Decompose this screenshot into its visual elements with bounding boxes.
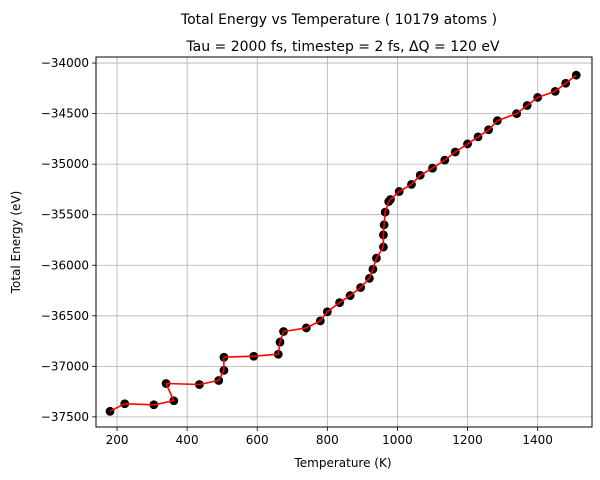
x-tick-label: 1200 [452,433,483,447]
y-tick-label: −37000 [41,359,89,373]
chart-title: Total Energy vs Temperature ( 10179 atom… [180,12,497,28]
series-line [109,74,577,413]
y-tick-label: −36500 [41,309,89,323]
y-tick-label: −35500 [41,208,89,222]
x-tick-label: 200 [106,433,129,447]
y-tick-label: −34000 [41,56,89,70]
x-axis-label: Temperature (K) [293,456,391,470]
y-tick-label: −37500 [41,410,89,424]
y-tick-label: −35000 [41,157,89,171]
plot-frame [95,56,593,428]
y-tick-label: −36000 [41,258,89,272]
x-tick-label: 600 [246,433,269,447]
y-axis-ticks: −37500 −37000 −36500 −36000 −35500 −35000 −345… [41,56,96,424]
plot-series [105,70,581,416]
x-tick-label: 800 [316,433,339,447]
x-tick-label: 1400 [522,433,553,447]
grid [96,57,592,427]
chart-subtitle: Tau = 2000 fs, timestep = 2 fs, ΔQ = 120… [185,39,500,55]
x-axis-ticks: 200 400 600 800 1000 1200 1400 [106,427,553,447]
x-tick-label: 400 [176,433,199,447]
y-axis-label: Total Energy (eV) [9,191,23,295]
x-tick-label: 1000 [382,433,413,447]
y-tick-label: −34500 [41,107,89,121]
